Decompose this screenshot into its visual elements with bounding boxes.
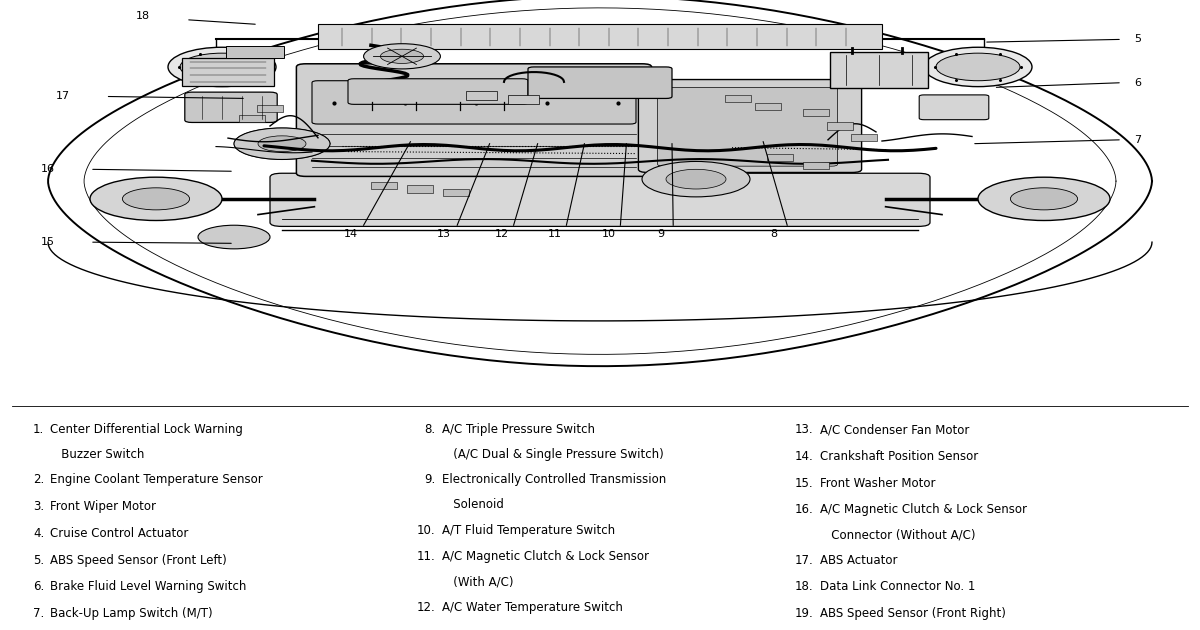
Text: 16.: 16. [794, 503, 814, 517]
FancyBboxPatch shape [508, 94, 539, 104]
Text: Solenoid: Solenoid [442, 498, 504, 512]
Text: Buzzer Switch: Buzzer Switch [50, 448, 145, 461]
Text: Center Differential Lock Warning: Center Differential Lock Warning [50, 423, 244, 437]
FancyBboxPatch shape [851, 134, 877, 141]
FancyBboxPatch shape [466, 91, 497, 100]
Text: 18: 18 [136, 11, 150, 21]
Text: 11.: 11. [416, 551, 436, 563]
Text: A/C Magnetic Clutch & Lock Sensor: A/C Magnetic Clutch & Lock Sensor [442, 551, 648, 563]
Circle shape [258, 136, 306, 152]
Text: A/C Triple Pressure Switch: A/C Triple Pressure Switch [442, 423, 594, 437]
Text: Front Washer Motor: Front Washer Motor [820, 477, 935, 490]
Circle shape [180, 53, 264, 81]
Text: 17.: 17. [794, 554, 814, 566]
FancyBboxPatch shape [182, 58, 274, 86]
Text: 18.: 18. [794, 580, 814, 593]
Circle shape [936, 53, 1020, 81]
Text: 10.: 10. [416, 524, 436, 537]
Text: A/C Condenser Fan Motor: A/C Condenser Fan Motor [820, 423, 968, 437]
FancyBboxPatch shape [830, 52, 928, 88]
Text: Cruise Control Actuator: Cruise Control Actuator [50, 527, 188, 540]
Text: 16: 16 [41, 164, 55, 175]
Circle shape [198, 226, 270, 249]
Text: 15: 15 [41, 237, 55, 247]
Text: A/T Fluid Temperature Switch: A/T Fluid Temperature Switch [442, 524, 614, 537]
Text: ABS Actuator: ABS Actuator [820, 554, 898, 566]
FancyBboxPatch shape [296, 64, 652, 176]
FancyBboxPatch shape [528, 67, 672, 98]
Circle shape [642, 161, 750, 197]
Text: (A/C Dual & Single Pressure Switch): (A/C Dual & Single Pressure Switch) [442, 448, 664, 461]
Text: Electronically Controlled Transmission: Electronically Controlled Transmission [442, 474, 666, 486]
FancyBboxPatch shape [239, 115, 265, 122]
FancyBboxPatch shape [638, 79, 862, 173]
Text: 8: 8 [770, 229, 778, 239]
Text: 2.: 2. [34, 474, 44, 486]
Text: 1.: 1. [34, 423, 44, 437]
FancyBboxPatch shape [767, 154, 793, 161]
Text: 14.: 14. [794, 450, 814, 463]
Circle shape [90, 177, 222, 220]
Text: Engine Coolant Temperature Sensor: Engine Coolant Temperature Sensor [50, 474, 263, 486]
Text: 15.: 15. [794, 477, 814, 490]
Text: 3.: 3. [34, 500, 44, 513]
Ellipse shape [168, 47, 276, 86]
Text: Connector (Without A/C): Connector (Without A/C) [820, 528, 976, 541]
FancyBboxPatch shape [371, 181, 397, 188]
Text: 12.: 12. [416, 600, 436, 614]
Text: Back-Up Lamp Switch (M/T): Back-Up Lamp Switch (M/T) [50, 607, 214, 620]
Text: (With A/C): (With A/C) [442, 575, 514, 588]
Text: A/C Water Temperature Switch: A/C Water Temperature Switch [442, 600, 623, 614]
Text: Data Link Connector No. 1: Data Link Connector No. 1 [820, 580, 974, 593]
Text: 5: 5 [1134, 35, 1141, 44]
Text: 6: 6 [1134, 77, 1141, 88]
FancyBboxPatch shape [658, 88, 838, 166]
Circle shape [122, 188, 190, 210]
Text: ABS Speed Sensor (Front Right): ABS Speed Sensor (Front Right) [820, 607, 1006, 620]
Circle shape [978, 177, 1110, 220]
Text: 7.: 7. [34, 607, 44, 620]
Text: 7: 7 [1134, 135, 1141, 145]
Text: 14: 14 [343, 229, 358, 239]
FancyBboxPatch shape [226, 47, 284, 58]
Text: A/C Magnetic Clutch & Lock Sensor: A/C Magnetic Clutch & Lock Sensor [820, 503, 1026, 517]
Text: 10: 10 [601, 229, 616, 239]
Text: Brake Fluid Level Warning Switch: Brake Fluid Level Warning Switch [50, 580, 247, 593]
Text: 19.: 19. [794, 607, 814, 620]
FancyBboxPatch shape [407, 185, 433, 193]
Text: 11: 11 [547, 229, 562, 239]
Ellipse shape [924, 47, 1032, 86]
Text: 13: 13 [437, 229, 451, 239]
Text: 5.: 5. [34, 554, 44, 566]
Text: 17: 17 [55, 91, 70, 101]
FancyBboxPatch shape [919, 95, 989, 120]
FancyBboxPatch shape [318, 23, 882, 49]
Circle shape [1010, 188, 1078, 210]
Circle shape [380, 49, 424, 64]
Text: 9: 9 [658, 229, 665, 239]
Circle shape [666, 169, 726, 189]
Circle shape [234, 128, 330, 159]
Text: 13.: 13. [794, 423, 814, 437]
Text: 8.: 8. [425, 423, 436, 437]
Text: 12: 12 [494, 229, 509, 239]
Circle shape [364, 43, 440, 69]
FancyBboxPatch shape [185, 92, 277, 122]
FancyBboxPatch shape [803, 162, 829, 169]
Text: Front Wiper Motor: Front Wiper Motor [50, 500, 156, 513]
Text: 9.: 9. [425, 474, 436, 486]
FancyBboxPatch shape [725, 95, 751, 102]
FancyBboxPatch shape [443, 190, 469, 197]
FancyBboxPatch shape [270, 173, 930, 226]
FancyBboxPatch shape [803, 108, 829, 116]
Text: 4.: 4. [34, 527, 44, 540]
FancyBboxPatch shape [257, 105, 283, 112]
FancyBboxPatch shape [827, 122, 853, 130]
FancyBboxPatch shape [312, 81, 636, 124]
FancyBboxPatch shape [755, 103, 781, 110]
Text: Crankshaft Position Sensor: Crankshaft Position Sensor [820, 450, 978, 463]
Text: ABS Speed Sensor (Front Left): ABS Speed Sensor (Front Left) [50, 554, 227, 566]
Text: 6.: 6. [34, 580, 44, 593]
FancyBboxPatch shape [348, 79, 528, 105]
